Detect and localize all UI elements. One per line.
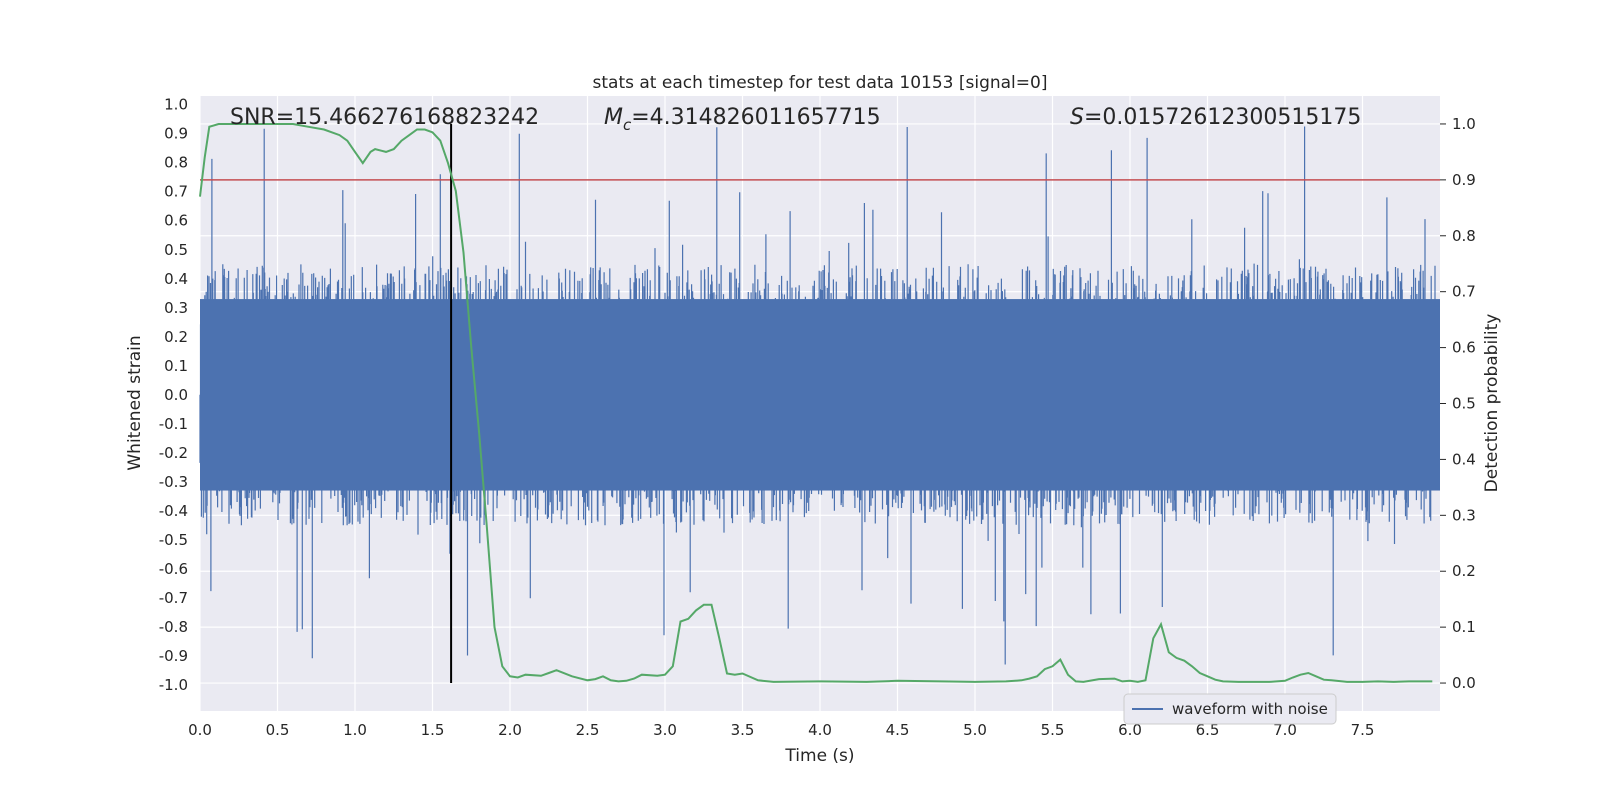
y-tick-label: -0.5 <box>159 531 188 549</box>
legend-box <box>1123 693 1337 725</box>
y2-tick-label: 0.9 <box>1452 171 1476 189</box>
y2-tick-label: 0.1 <box>1452 618 1476 636</box>
x-tick-label: 4.0 <box>808 721 832 739</box>
probability-line <box>199 123 1433 683</box>
strain-dense-band <box>200 299 1440 491</box>
y-tick-label: -0.4 <box>159 502 188 520</box>
y2-tick-label: 1.0 <box>1452 115 1476 133</box>
x-tick-label: 7.0 <box>1273 721 1297 739</box>
y-tick-label: -1.0 <box>159 676 188 694</box>
y-tick-label: 0.0 <box>164 386 188 404</box>
chart-title: stats at each timestep for test data 101… <box>593 73 1048 93</box>
x-tick-label: 1.0 <box>343 721 367 739</box>
y2-axis-ticks: 1.0 0.9 0.8 0.7 0.6 0.5 0.4 0.3 0.2 0.1 0.0 <box>1440 115 1476 692</box>
y-tick-label: -0.6 <box>159 560 188 578</box>
x-tick-label: 3.0 <box>653 721 677 739</box>
chirp-mass-value: =4.314826011657715 <box>631 105 880 130</box>
y-axis-ticks: 1.0 0.9 0.8 0.7 0.6 0.5 0.4 0.3 0.2 0.1 0.0 -0.1 -0.… <box>159 96 188 694</box>
y2-tick-label: 0.3 <box>1452 506 1476 524</box>
y-tick-label: 0.3 <box>164 299 188 317</box>
y2-tick-label: 0.7 <box>1452 283 1476 301</box>
x-tick-label: 7.5 <box>1351 721 1375 739</box>
x-tick-label: 4.5 <box>886 721 910 739</box>
y-tick-label: 0.7 <box>164 183 188 201</box>
s-annotation: S=0.01572612300515175 <box>1070 105 1361 130</box>
y-tick-label: -0.2 <box>159 444 188 462</box>
x-tick-label: 6.0 <box>1118 721 1142 739</box>
legend: waveform with noise <box>1123 693 1337 725</box>
y2-tick-label: 0.5 <box>1452 395 1476 413</box>
y-tick-label: -0.7 <box>159 589 188 607</box>
x-tick-label: 0.0 <box>188 721 212 739</box>
y2-tick-label: 0.8 <box>1452 227 1476 245</box>
x-axis-label: Time (s) <box>784 746 854 766</box>
y2-tick-label: 0.4 <box>1452 450 1476 468</box>
x-tick-label: 5.0 <box>963 721 987 739</box>
y2-tick-label: 0.6 <box>1452 339 1476 357</box>
y-tick-label: 0.8 <box>164 154 188 172</box>
x-axis-ticks: 0.0 0.5 1.0 1.5 2.0 2.5 3.0 3.5 4.0 4.5 5.0 5.5 6.0 6… <box>188 721 1374 739</box>
chirp-mass-subscript: c <box>623 116 632 134</box>
y-tick-label: 0.4 <box>164 270 188 288</box>
chirp-mass-annotation: Mc=4.314826011657715 <box>604 105 881 134</box>
probability-series-group <box>199 123 1433 683</box>
x-tick-label: 3.5 <box>731 721 755 739</box>
chirp-mass-symbol: M <box>604 105 623 130</box>
y-tick-label: -0.1 <box>159 415 188 433</box>
x-tick-label: 1.5 <box>421 721 445 739</box>
y-tick-label: 0.1 <box>164 357 188 375</box>
y-axis-label: Whitened strain <box>125 335 145 470</box>
x-tick-label: 6.5 <box>1196 721 1220 739</box>
y2-tick-label: 0.2 <box>1452 562 1476 580</box>
y-tick-label: 0.6 <box>164 212 188 230</box>
s-value: =0.01572612300515175 <box>1084 105 1361 130</box>
y2-axis-label: Detection probability <box>1482 314 1502 493</box>
y2-tick-label: 0.0 <box>1452 674 1476 692</box>
y-tick-label: 0.2 <box>164 328 188 346</box>
snr-annotation: SNR=15.466276168823242 <box>230 105 539 130</box>
y-tick-label: -0.3 <box>159 473 188 491</box>
s-symbol: S <box>1070 105 1084 130</box>
y-tick-label: -0.9 <box>159 647 188 665</box>
y-tick-label: 1.0 <box>164 96 188 114</box>
x-tick-label: 0.5 <box>266 721 290 739</box>
strain-series <box>199 126 1440 665</box>
x-tick-label: 2.5 <box>576 721 600 739</box>
x-tick-label: 5.5 <box>1041 721 1065 739</box>
x-tick-label: 2.0 <box>498 721 522 739</box>
y-tick-label: 0.5 <box>164 241 188 259</box>
y-tick-label: 0.9 <box>164 125 188 143</box>
legend-label: waveform with noise <box>1172 700 1328 718</box>
y-tick-label: -0.8 <box>159 618 188 636</box>
